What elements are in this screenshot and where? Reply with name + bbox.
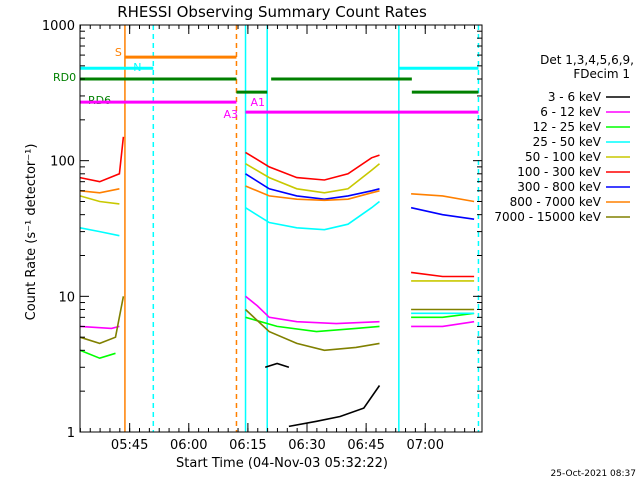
legend-label-1: 6 - 12 keV	[540, 105, 602, 119]
flag-label-s: S	[115, 46, 122, 59]
x-tick-label-2: 06:15	[229, 438, 266, 453]
series-8-segment-0	[79, 296, 125, 345]
series-3-segment-0	[79, 227, 120, 237]
flag-label-rd6: RD6	[88, 94, 111, 107]
x-axis-label: Start Time (04-Nov-03 05:32:22)	[176, 456, 388, 471]
x-tick-label-1: 06:00	[170, 438, 207, 453]
series-7-segment-0	[79, 188, 120, 194]
series-4-segment-0	[79, 195, 120, 205]
series-5-segment-1	[245, 151, 380, 181]
y-axis-label: Count Rate (s⁻¹ detector⁻¹)	[24, 144, 39, 321]
series-2-segment-2	[411, 312, 475, 319]
x-tick-label-5: 07:00	[407, 438, 444, 453]
flag-label-rd0: RD0	[53, 71, 76, 84]
flag-label-n: N	[133, 61, 141, 74]
legend-label-7: 800 - 7000 keV	[510, 195, 602, 209]
legend-label-4: 50 - 100 keV	[525, 150, 602, 164]
series-1-segment-2	[411, 320, 475, 328]
series-0-segment-0	[264, 362, 290, 369]
legend-label-3: 25 - 50 keV	[533, 135, 602, 149]
y-tick-label-0: 1	[67, 426, 75, 441]
x-tick-label-4: 06:45	[347, 438, 384, 453]
series-0-segment-1	[288, 385, 381, 428]
legend-header-line-2: FDecim 1	[573, 67, 630, 81]
y-tick-label-3: 1000	[42, 19, 75, 34]
series-3-segment-1	[245, 200, 380, 231]
chart-title: RHESSI Observing Summary Count Rates	[117, 3, 427, 21]
y-tick-label-1: 10	[58, 290, 75, 305]
y-tick-label-2: 100	[50, 155, 75, 170]
legend-label-2: 12 - 25 keV	[533, 120, 602, 134]
series-5-segment-2	[410, 271, 475, 278]
plot-frame	[79, 24, 483, 433]
series-2-segment-1	[245, 316, 380, 333]
flag-label-a3: A3	[224, 108, 239, 121]
legend-header-line-1: Det 1,3,4,5,6,9,	[540, 53, 634, 67]
series-7-segment-2	[411, 193, 475, 203]
flag-bars-group: SN RD0 RD6 A1 A3	[53, 46, 479, 121]
series-8-segment-1	[244, 308, 380, 352]
x-tick-label-0: 05:45	[111, 438, 148, 453]
footer-timestamp: 25-Oct-2021 08:37	[551, 469, 636, 479]
series-1-segment-1	[244, 295, 380, 325]
legend-label-6: 300 - 800 keV	[517, 180, 601, 194]
flag-label-a1: A1	[250, 96, 265, 109]
series-1-segment-0	[79, 325, 120, 330]
series-2-segment-0	[79, 349, 116, 360]
series-6-segment-1	[410, 206, 475, 220]
series-5-segment-0	[79, 136, 125, 183]
legend-label-0: 3 - 6 keV	[548, 90, 602, 104]
series-7-segment-1	[245, 185, 380, 202]
series-4-segment-1	[245, 163, 381, 194]
legend-label-5: 100 - 300 keV	[517, 165, 601, 179]
axes-group: 1 10 100 1000 05:45 06:00 06:15 06:30 06:45 07:00	[42, 19, 483, 453]
legend-label-8: 7000 - 15000 keV	[494, 210, 601, 224]
x-tick-label-3: 06:30	[288, 438, 325, 453]
plot-series-group	[79, 25, 480, 432]
series-6-segment-0	[245, 173, 380, 201]
